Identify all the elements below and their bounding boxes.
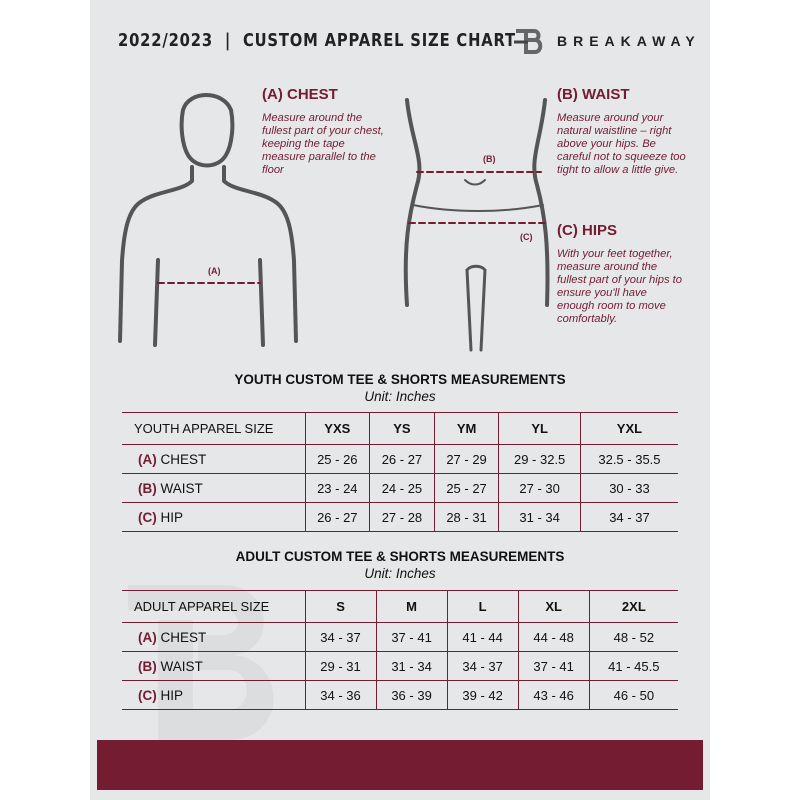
header-cell: YM [434, 412, 500, 445]
header-cell: M [376, 590, 448, 623]
cell: 24 - 25 [369, 473, 435, 503]
cell: 26 - 27 [369, 444, 435, 474]
cell: 25 - 26 [305, 444, 371, 474]
cell: 34 - 37 [305, 622, 377, 652]
cell: 31 - 34 [376, 651, 448, 681]
cell: 27 - 29 [434, 444, 500, 474]
adult-size-table: ADULT APPAREL SIZE S M L XL 2XL (A) CHES… [122, 590, 678, 710]
cell: 32.5 - 35.5 [580, 444, 678, 474]
cell: 30 - 33 [580, 473, 678, 503]
cell: 36 - 39 [376, 680, 448, 710]
chest-description: Measure around the fullest part of your … [262, 112, 384, 176]
cell: 29 - 32.5 [498, 444, 581, 474]
row-code: (A) [138, 451, 157, 467]
row-code: (C) [138, 687, 157, 703]
header-cell: L [447, 590, 519, 623]
cell: 37 - 41 [376, 622, 448, 652]
youth-table-title: YOUTH CUSTOM TEE & SHORTS MEASUREMENTS [234, 372, 566, 387]
cell: 37 - 41 [518, 651, 590, 681]
cell: 27 - 28 [369, 502, 435, 532]
row-code: (B) [138, 480, 157, 496]
table-row: (A) CHEST 34 - 37 37 - 41 41 - 44 44 - 48 48… [122, 622, 678, 652]
header-cell: YL [498, 412, 581, 445]
waist-marker: (B) [483, 154, 496, 164]
header-cell: S [305, 590, 377, 623]
waist-heading: (B) WAIST [557, 86, 630, 103]
row-label: HIP [160, 509, 184, 525]
row-label: HIP [160, 687, 184, 703]
header-cell: XL [518, 590, 590, 623]
row-code: (B) [138, 658, 157, 674]
waist-description: Measure around your natural waistline – … [557, 112, 686, 176]
header-cell: ADULT APPAREL SIZE [122, 590, 306, 623]
header-cell: YOUTH APPAREL SIZE [122, 412, 306, 445]
chest-figure-illustration [118, 93, 298, 347]
header-cell: YXL [580, 412, 678, 445]
row-label: WAIST [160, 480, 203, 496]
page-title: 2022/2023 | CUSTOM APPAREL SIZE CHART [118, 30, 516, 51]
cell: 27 - 30 [498, 473, 581, 503]
cell: 39 - 42 [447, 680, 519, 710]
hip-marker: (C) [520, 232, 533, 242]
cell: 46 - 50 [589, 680, 678, 710]
waist-hip-figure-illustration [403, 98, 550, 352]
cell: 28 - 31 [434, 502, 500, 532]
header-cell: YS [369, 412, 435, 445]
cell: 43 - 46 [518, 680, 590, 710]
cell: 34 - 37 [580, 502, 678, 532]
breakaway-logo-icon [514, 29, 543, 54]
table-header-row: ADULT APPAREL SIZE S M L XL 2XL [122, 590, 678, 623]
table-row: (A) CHEST 25 - 26 26 - 27 27 - 29 29 - 32.5… [122, 444, 678, 474]
hips-description: With your feet together, measure around … [557, 248, 682, 325]
table-row: (B) WAIST 29 - 31 31 - 34 34 - 37 37 - 41 41… [122, 651, 678, 681]
chest-marker: (A) [208, 266, 221, 276]
brand-name: BREAKAWAY [557, 33, 701, 49]
cell: 41 - 45.5 [589, 651, 678, 681]
cell: 44 - 48 [518, 622, 590, 652]
cell: 48 - 52 [589, 622, 678, 652]
cell: 31 - 34 [498, 502, 581, 532]
cell: 34 - 37 [447, 651, 519, 681]
header-cell: 2XL [589, 590, 678, 623]
row-code: (C) [138, 509, 157, 525]
cell: 26 - 27 [305, 502, 371, 532]
cell: 34 - 36 [305, 680, 377, 710]
cell: 23 - 24 [305, 473, 371, 503]
cell: 25 - 27 [434, 473, 500, 503]
table-row: (C) HIP 34 - 36 36 - 39 39 - 42 43 - 46 46 -… [122, 680, 678, 710]
header-cell: YXS [305, 412, 371, 445]
adult-table-unit: Unit: Inches [364, 566, 436, 581]
table-row: (C) HIP 26 - 27 27 - 28 28 - 31 31 - 34 34 -… [122, 502, 678, 532]
youth-size-table: YOUTH APPAREL SIZE YXS YS YM YL YXL (A) … [122, 412, 678, 532]
hips-heading: (C) HIPS [557, 222, 617, 239]
cell: 41 - 44 [447, 622, 519, 652]
adult-table-title: ADULT CUSTOM TEE & SHORTS MEASUREMENTS [235, 549, 565, 564]
youth-table-unit: Unit: Inches [364, 389, 436, 404]
table-header-row: YOUTH APPAREL SIZE YXS YS YM YL YXL [122, 412, 678, 445]
row-label: CHEST [160, 451, 207, 467]
cell: 29 - 31 [305, 651, 377, 681]
row-label: WAIST [160, 658, 203, 674]
chest-heading: (A) CHEST [262, 86, 338, 103]
footer-bar [97, 740, 703, 790]
table-row: (B) WAIST 23 - 24 24 - 25 25 - 27 27 - 30 30… [122, 473, 678, 503]
row-label: CHEST [160, 629, 207, 645]
row-code: (A) [138, 629, 157, 645]
